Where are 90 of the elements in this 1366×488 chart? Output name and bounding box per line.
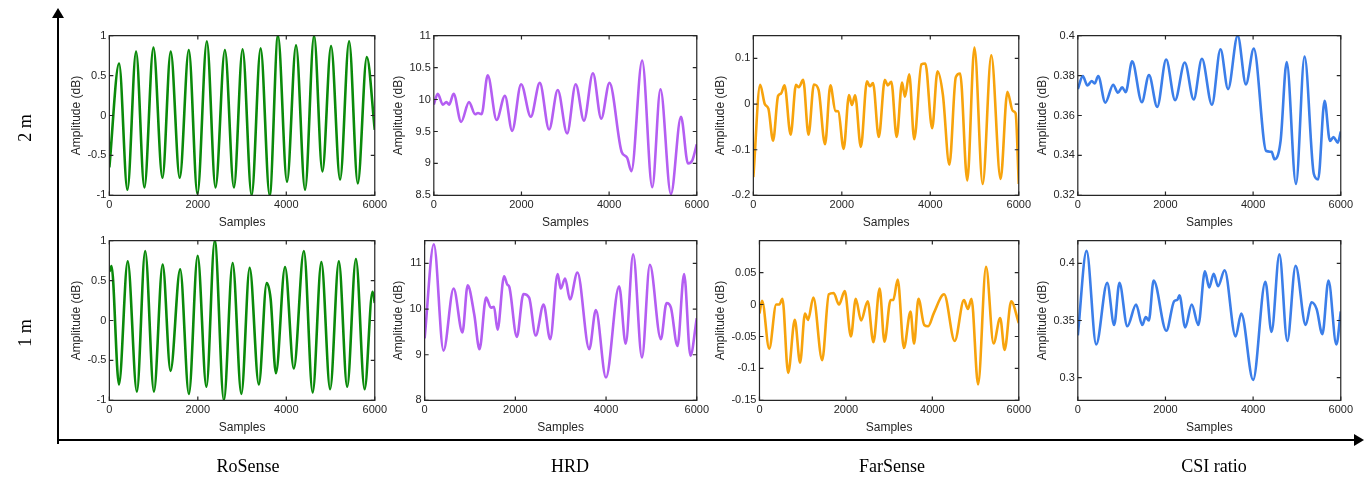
text: 1 m bbox=[14, 318, 36, 349]
x-tick-label: 4000 bbox=[918, 198, 943, 211]
y-tick-label: 0 bbox=[744, 97, 751, 110]
x-axis-title: Samples bbox=[537, 420, 585, 435]
y-tick-label: 8.5 bbox=[415, 188, 431, 201]
line-series bbox=[759, 265, 1019, 386]
y-tick-label: 0.3 bbox=[1059, 370, 1075, 383]
y-tick-label: -0.1 bbox=[731, 142, 751, 155]
x-tick-label: 6000 bbox=[1328, 198, 1354, 211]
x-tick-label: 4000 bbox=[596, 198, 622, 211]
y-tick-label: -1 bbox=[96, 393, 107, 406]
text: 2 m bbox=[14, 113, 36, 144]
text: HRD bbox=[550, 456, 590, 477]
y-axis-title: Amplitude (dB) bbox=[68, 280, 83, 361]
x-axis-title: Samples bbox=[541, 215, 589, 230]
x-tick-label: 2000 bbox=[1153, 198, 1178, 211]
x-tick-label: 6000 bbox=[1006, 198, 1032, 211]
y-tick-label: 0.34 bbox=[1053, 148, 1075, 161]
x-tick-label: 6000 bbox=[362, 403, 388, 416]
y-tick-label: 1 bbox=[100, 233, 107, 246]
y-tick-label: -0.2 bbox=[731, 188, 751, 201]
line-series bbox=[753, 46, 1019, 186]
y-tick-label: 0.4 bbox=[1059, 28, 1075, 41]
y-tick-label: 0.36 bbox=[1053, 108, 1075, 121]
y-tick-label: 0 bbox=[750, 297, 757, 310]
x-tick-label: 2000 bbox=[503, 403, 528, 416]
x-tick-label: 4000 bbox=[920, 403, 945, 416]
x-tick-label: 2000 bbox=[185, 403, 211, 416]
y-tick-label: 10.5 bbox=[409, 60, 431, 73]
x-tick-label: 2000 bbox=[829, 198, 855, 211]
y-axis-title: Amplitude (dB) bbox=[390, 75, 405, 156]
x-tick-label: 6000 bbox=[1328, 403, 1354, 416]
x-axis-title: Samples bbox=[862, 215, 910, 230]
y-tick-label: 0.35 bbox=[1053, 313, 1075, 326]
y-axis-title: Amplitude (dB) bbox=[68, 75, 83, 156]
y-tick-label: 1 bbox=[100, 28, 107, 41]
y-tick-label: 0.32 bbox=[1053, 188, 1075, 201]
y-tick-label: 0.5 bbox=[91, 68, 107, 81]
y-axis-title: Amplitude (dB) bbox=[712, 280, 727, 361]
y-tick-label: -0.05 bbox=[731, 329, 757, 342]
y-tick-label: 0 bbox=[100, 108, 107, 121]
x-tick-label: 2000 bbox=[509, 198, 534, 211]
y-tick-label: 0.5 bbox=[91, 273, 107, 286]
x-tick-label: 4000 bbox=[274, 198, 299, 211]
y-tick-label: 9 bbox=[415, 347, 422, 360]
text: RoSense bbox=[215, 456, 281, 477]
y-tick-label: -0.15 bbox=[731, 393, 757, 406]
x-tick-label: 6000 bbox=[684, 403, 710, 416]
y-tick-label: 9.5 bbox=[415, 124, 431, 137]
x-axis-title: Samples bbox=[1185, 215, 1233, 230]
y-tick-label: 0.4 bbox=[1059, 256, 1075, 269]
y-tick-label: 10 bbox=[418, 92, 431, 105]
y-tick-label: -0.5 bbox=[87, 148, 107, 161]
y-tick-label: 0 bbox=[100, 313, 107, 326]
x-tick-label: 6000 bbox=[684, 198, 710, 211]
x-axis-title: Samples bbox=[218, 420, 266, 435]
x-tick-label: 2000 bbox=[185, 198, 211, 211]
y-tick-label: 10 bbox=[409, 302, 422, 315]
x-tick-label: 4000 bbox=[1240, 403, 1266, 416]
y-tick-label: 0.1 bbox=[735, 51, 751, 64]
line-series bbox=[1077, 249, 1341, 382]
x-tick-label: 6000 bbox=[362, 198, 388, 211]
y-tick-label: 0.38 bbox=[1053, 68, 1075, 81]
line-series bbox=[109, 35, 375, 196]
y-tick-label: 11 bbox=[419, 28, 431, 41]
line-series bbox=[1077, 35, 1341, 186]
x-axis-title: Samples bbox=[865, 420, 913, 435]
x-axis-title: Samples bbox=[1185, 420, 1233, 435]
y-axis-title: Amplitude (dB) bbox=[712, 75, 727, 156]
x-tick-label: 6000 bbox=[1006, 403, 1032, 416]
line-series bbox=[424, 242, 697, 379]
y-axis-title: Amplitude (dB) bbox=[390, 280, 405, 361]
x-tick-label: 2000 bbox=[833, 403, 859, 416]
y-tick-label: -0.5 bbox=[87, 353, 107, 366]
x-tick-label: 4000 bbox=[593, 403, 619, 416]
y-tick-label: 8 bbox=[415, 393, 422, 406]
y-axis-title: Amplitude (dB) bbox=[1034, 75, 1049, 156]
text: FarSense bbox=[858, 456, 926, 477]
x-tick-label: 4000 bbox=[1240, 198, 1266, 211]
y-tick-label: 0.05 bbox=[735, 265, 757, 278]
y-tick-label: -1 bbox=[96, 188, 107, 201]
y-tick-label: -0.1 bbox=[737, 361, 757, 374]
line-series bbox=[109, 240, 375, 401]
x-tick-label: 2000 bbox=[1153, 403, 1178, 416]
y-axis-title: Amplitude (dB) bbox=[1034, 280, 1049, 361]
text: CSI ratio bbox=[1180, 456, 1248, 477]
y-tick-label: 9 bbox=[424, 156, 431, 169]
x-tick-label: 4000 bbox=[274, 403, 299, 416]
y-tick-label: 11 bbox=[410, 256, 422, 269]
x-axis-title: Samples bbox=[218, 215, 266, 230]
